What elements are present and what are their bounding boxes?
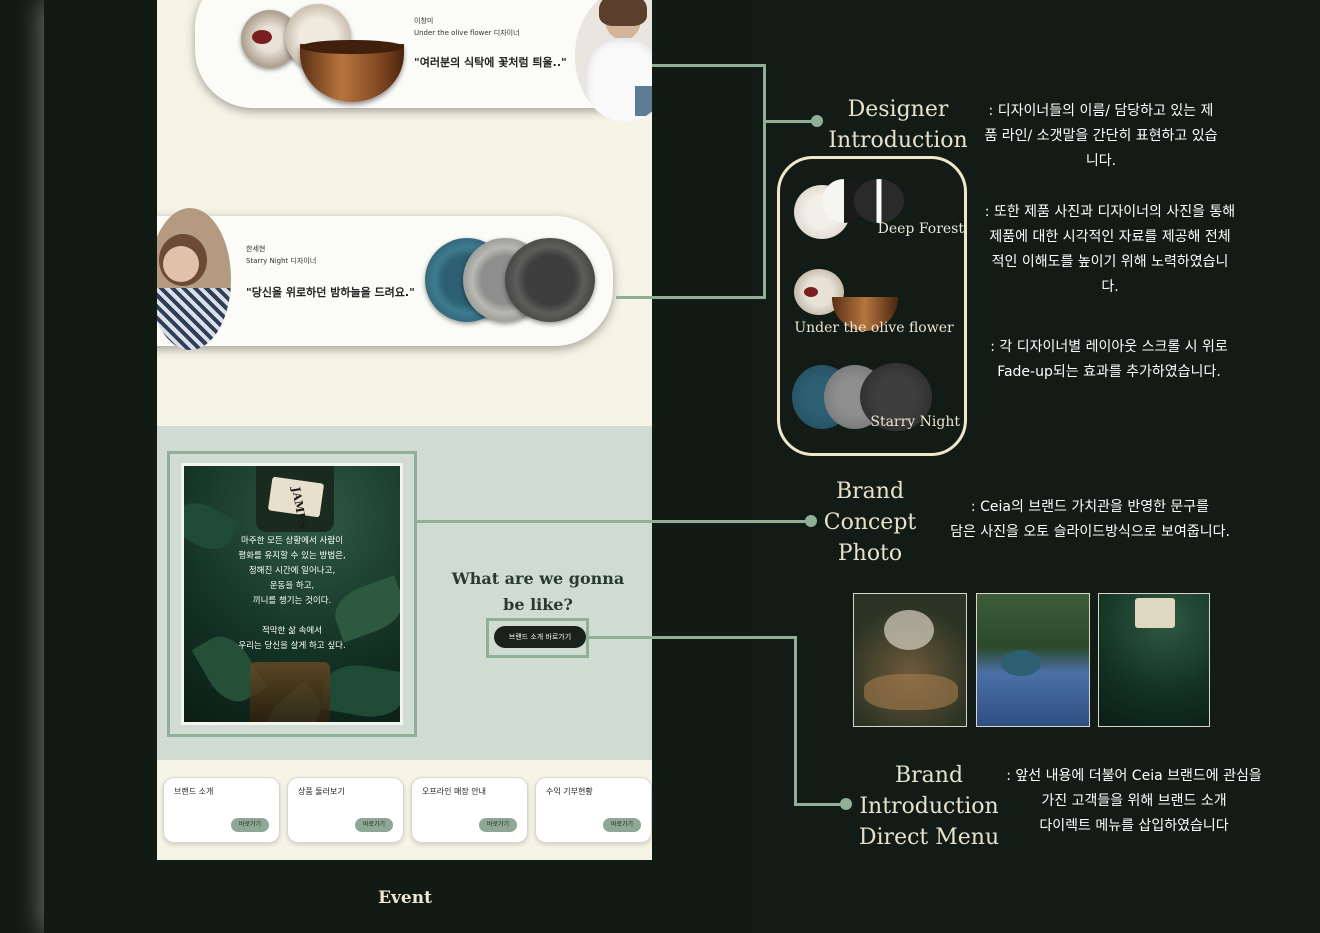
designer-desc-3: : 각 디자이너별 레이아웃 스크롤 시 위로 Fade-up되는 효과를 추가… bbox=[990, 339, 1228, 380]
menu-card-button[interactable]: 바로가기 bbox=[355, 818, 393, 832]
designer-role: Starry Night 디자이너 bbox=[246, 257, 317, 265]
connector-line bbox=[417, 520, 809, 523]
designer-role: Under the olive flower 디자이너 bbox=[414, 29, 520, 37]
concept-photo-slide[interactable]: JAMES 마주한 모든 상황에서 사람이 평화를 유지할 수 있는 방법은, … bbox=[181, 463, 403, 725]
designer-desc-1: : 디자이너들의 이름/ 담당하고 있는 제 품 라인/ 소갯말을 간단히 표현… bbox=[984, 103, 1218, 169]
concept-highlight-frame bbox=[167, 451, 417, 737]
menu-card-title: 상품 둘러보기 bbox=[298, 787, 345, 796]
menu-card-button[interactable]: 바로가기 bbox=[231, 818, 269, 832]
connector-line bbox=[765, 120, 817, 123]
menu-card-stores[interactable]: 오프라인 매장 안내 바로가기 bbox=[411, 777, 528, 843]
slide-thumbnail-1 bbox=[853, 593, 967, 727]
designer-desc-2: : 또한 제품 사진과 디자이너의 사진을 통해 제품에 대한 시각적인 자료를… bbox=[984, 204, 1236, 295]
menu-card-brand[interactable]: 브랜드 소개 바로가기 bbox=[163, 777, 280, 843]
menu-card-title: 브랜드 소개 bbox=[174, 787, 214, 796]
menu-card-donation[interactable]: 수익 기부현황 바로가기 bbox=[535, 777, 652, 843]
menu-card-title: 수익 기부현황 bbox=[546, 787, 593, 796]
connector-line bbox=[616, 296, 766, 299]
product-lines-box: Deep Forest Under the olive flower Starr… bbox=[777, 156, 967, 456]
designer-name: 한세현 bbox=[246, 245, 266, 253]
fruit-image bbox=[252, 30, 272, 44]
product-line-olive-flower: Under the olive flower bbox=[794, 320, 954, 336]
designer-quote: "당신을 위로하던 밤하늘을 드려요." bbox=[246, 286, 415, 299]
brand-concept-title: Brand Concept Photo bbox=[823, 479, 917, 566]
menu-card-products[interactable]: 상품 둘러보기 바로가기 bbox=[287, 777, 404, 843]
connector-dot bbox=[805, 515, 817, 527]
slide-thumbnail-2 bbox=[976, 593, 1090, 727]
event-label: Event bbox=[378, 888, 432, 908]
connector-line bbox=[794, 636, 797, 806]
designer-photo bbox=[157, 208, 231, 350]
menu-card-button[interactable]: 바로가기 bbox=[479, 818, 517, 832]
connector-dot bbox=[811, 115, 823, 127]
brand-intro-desc: : 앞선 내용에 더불어 Ceia 브랜드에 관심을 가진 고객들을 위해 브랜… bbox=[1006, 768, 1262, 834]
designer-quote: "여러분의 식탁에 꽃처럼 틔울.." bbox=[414, 56, 567, 69]
product-line-starry-night: Starry Night bbox=[870, 414, 960, 430]
brand-intro-button[interactable]: 브랜드 소개 바로가기 bbox=[494, 626, 586, 648]
connector-line bbox=[589, 636, 796, 639]
slide-thumbnail-3 bbox=[1098, 593, 1210, 727]
bowl-rim bbox=[300, 40, 404, 54]
designer-name: 이창미 bbox=[414, 17, 434, 25]
connector-line bbox=[652, 64, 765, 67]
menu-card-button[interactable]: 바로가기 bbox=[603, 818, 641, 832]
connector-dot bbox=[840, 798, 852, 810]
menu-card-title: 오프라인 매장 안내 bbox=[422, 787, 486, 796]
designer-intro-title: Designer Introduction bbox=[828, 97, 968, 153]
connector-line bbox=[794, 803, 844, 806]
concept-poem: 마주한 모든 상황에서 사람이 평화를 유지할 수 있는 방법은, 정해진 시간… bbox=[238, 536, 346, 651]
button-highlight-frame bbox=[486, 618, 589, 658]
black-plate-image bbox=[505, 238, 595, 322]
annotation-panel bbox=[756, 0, 1320, 933]
brand-concept-desc: : Ceia의 브랜드 가치관을 반영한 문구를 담은 사진을 오토 슬라이드방… bbox=[950, 499, 1230, 540]
designer-photo bbox=[575, 0, 652, 122]
connector-line bbox=[763, 64, 766, 298]
brand-intro-title: Brand Introduction Direct Menu bbox=[858, 763, 1000, 850]
website-mockup: 이창미 Under the olive flower 디자이너 "여러분의 식탁… bbox=[157, 0, 652, 860]
concept-heading: What are we gonna be like? bbox=[451, 569, 625, 614]
product-line-deep-forest: Deep Forest bbox=[877, 221, 964, 237]
